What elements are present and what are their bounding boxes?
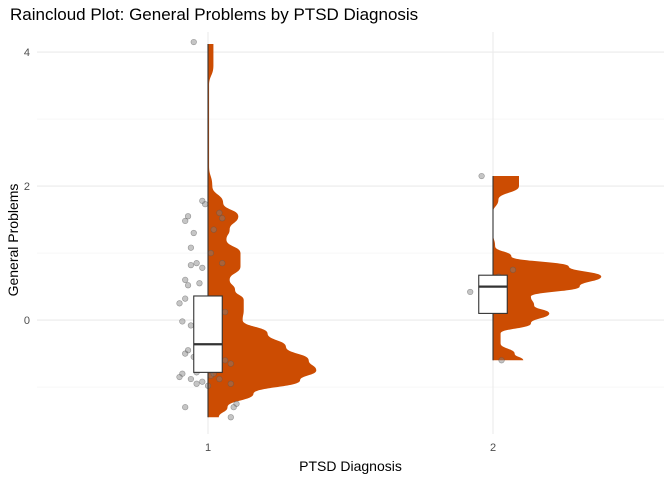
data-point [176, 300, 183, 307]
data-point [184, 213, 192, 220]
data-point [199, 264, 206, 271]
chart-title: Raincloud Plot: General Problems by PTSD… [10, 5, 418, 24]
data-point [187, 244, 194, 251]
x-tick-label: 2 [490, 442, 496, 454]
data-point [182, 295, 189, 302]
data-point [227, 414, 234, 421]
tick-labels: 0 2 4 1 2 [24, 47, 496, 454]
data-point [182, 217, 189, 225]
data-point [187, 375, 194, 383]
data-point [210, 226, 217, 233]
data-point [190, 38, 197, 46]
data-point [184, 282, 192, 289]
density-cloud-group-1 [208, 44, 317, 418]
data-point [182, 404, 189, 411]
box-iqr [478, 274, 508, 314]
data-point [222, 308, 229, 316]
data-point [227, 360, 234, 367]
density-clouds [208, 44, 602, 418]
data-point [196, 280, 203, 287]
data-point [467, 288, 474, 296]
y-tick-label: 0 [24, 315, 30, 327]
box-iqr [193, 295, 223, 373]
data-point [179, 318, 186, 325]
y-tick-label: 4 [24, 47, 30, 59]
data-point [202, 201, 209, 208]
y-axis-title: General Problems [5, 184, 21, 297]
data-point [509, 266, 517, 273]
x-tick-label: 1 [205, 442, 211, 454]
grid-layer [37, 32, 664, 434]
data-point [187, 322, 194, 329]
data-point [187, 262, 194, 269]
x-axis-title: PTSD Diagnosis [299, 458, 402, 474]
data-point [193, 260, 200, 267]
y-tick-label: 2 [24, 181, 30, 193]
data-point [216, 209, 223, 216]
data-point [190, 229, 197, 237]
data-point [193, 380, 200, 387]
boxplots [193, 44, 508, 418]
data-point [182, 350, 189, 357]
data-point [219, 215, 226, 222]
data-point [230, 404, 237, 411]
data-point [219, 260, 226, 267]
data-point [227, 380, 234, 387]
data-point [216, 375, 223, 383]
data-point [498, 357, 505, 364]
data-point [222, 357, 229, 364]
density-cloud-group-2 [493, 176, 602, 361]
data-point [199, 378, 206, 385]
data-point [182, 276, 189, 284]
data-point [176, 373, 183, 381]
data-point [207, 250, 214, 257]
data-point [478, 172, 485, 180]
